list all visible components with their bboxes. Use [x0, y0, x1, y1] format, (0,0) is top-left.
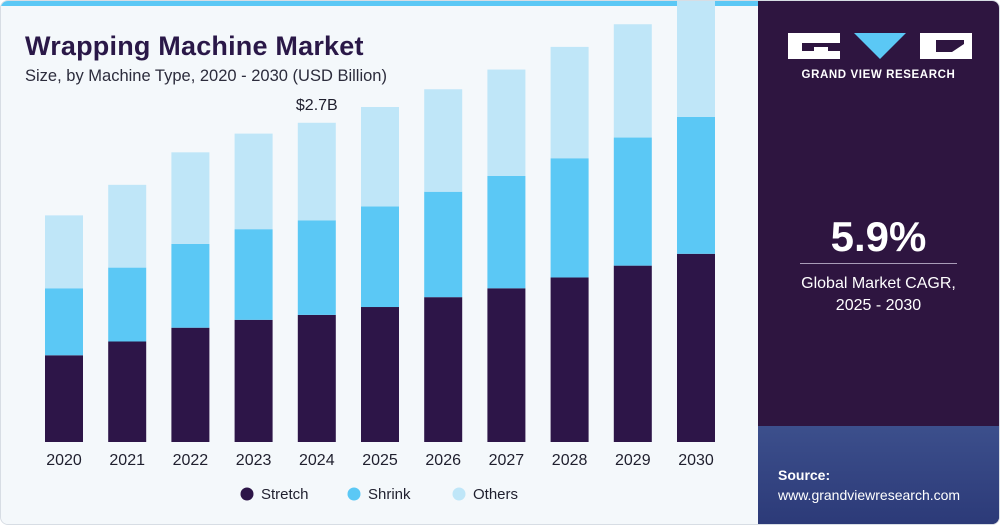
grand-view-research-logo — [788, 33, 972, 59]
bar-others-2022 — [171, 152, 210, 244]
bar-shrink-2021 — [108, 267, 147, 342]
bar-stretch-2027 — [487, 288, 526, 442]
cagr-label-line1: Global Market CAGR, — [801, 275, 956, 292]
summary-panel: GRAND VIEW RESEARCH 5.9% Global Market C… — [758, 1, 999, 524]
legend-label-others: Others — [473, 486, 518, 503]
bar-stretch-2026 — [424, 297, 463, 442]
source-link[interactable]: www.grandviewresearch.com — [778, 487, 961, 503]
bar-stretch-2022 — [171, 327, 210, 442]
x-tick-label-2030: 2030 — [678, 452, 714, 469]
legend-swatch-shrink — [347, 487, 361, 501]
bar-others-2021 — [108, 184, 147, 268]
bar-shrink-2022 — [171, 243, 210, 328]
x-tick-label-2025: 2025 — [362, 452, 398, 469]
bar-others-2027 — [487, 69, 526, 176]
bar-stretch-2021 — [108, 341, 147, 442]
accent-line — [1, 1, 758, 6]
source-label: Source: — [778, 467, 831, 483]
bar-shrink-2029 — [613, 137, 652, 266]
bar-others-2020 — [45, 215, 83, 289]
bar-others-2024 — [297, 122, 336, 221]
legend-swatch-others — [452, 487, 466, 501]
bar-shrink-2030 — [677, 116, 715, 254]
bar-stretch-2023 — [234, 319, 273, 442]
cagr-value: 5.9% — [830, 213, 927, 260]
bar-shrink-2025 — [361, 206, 399, 308]
bar-stretch-2029 — [613, 265, 652, 442]
bar-shrink-2020 — [45, 288, 83, 356]
bar-stretch-2020 — [45, 355, 83, 442]
bar-shrink-2026 — [424, 191, 463, 298]
legend-swatch-stretch — [240, 487, 254, 501]
legend-label-stretch: Stretch — [261, 486, 309, 503]
bar-stretch-2028 — [550, 277, 589, 442]
bar-stretch-2025 — [361, 307, 399, 442]
bar-stretch-2024 — [297, 314, 336, 442]
chart-subtitle: Size, by Machine Type, 2020 - 2030 (USD … — [25, 67, 387, 85]
x-tick-label-2027: 2027 — [489, 452, 525, 469]
x-tick-label-2022: 2022 — [173, 452, 209, 469]
chart-title: Wrapping Machine Market — [25, 31, 364, 61]
bar-others-2028 — [550, 46, 589, 159]
bar-others-2030 — [677, 1, 715, 117]
bar-shrink-2028 — [550, 158, 589, 278]
bar-shrink-2024 — [297, 220, 336, 315]
cagr-label: Global Market CAGR, 2025 - 2030 — [758, 273, 999, 317]
x-tick-label-2024: 2024 — [299, 452, 335, 469]
bar-shrink-2027 — [487, 175, 526, 289]
cagr-divider — [800, 263, 957, 264]
bar-others-2025 — [361, 107, 399, 207]
bar-others-2029 — [613, 24, 652, 138]
cagr-label-line2: 2025 - 2030 — [835, 297, 922, 314]
bar-shrink-2023 — [234, 229, 273, 320]
bar-others-2023 — [234, 133, 273, 230]
brand-name: GRAND VIEW RESEARCH — [801, 69, 956, 81]
x-tick-label-2026: 2026 — [425, 452, 461, 469]
bar-stretch-2030 — [677, 253, 715, 442]
x-tick-label-2029: 2029 — [615, 452, 651, 469]
stacked-bar-chart: 2020 2021 2022 2023 2024 2025 2026 2027 2028 2029… — [45, 1, 715, 503]
bar-others-2026 — [424, 89, 463, 192]
x-tick-label-2021: 2021 — [109, 452, 145, 469]
x-tick-label-2020: 2020 — [46, 452, 82, 469]
legend-label-shrink: Shrink — [368, 486, 411, 503]
x-tick-label-2028: 2028 — [552, 452, 588, 469]
x-tick-label-2023: 2023 — [236, 452, 272, 469]
data-label-2024: $2.7B — [296, 97, 338, 114]
source-block — [758, 426, 999, 524]
